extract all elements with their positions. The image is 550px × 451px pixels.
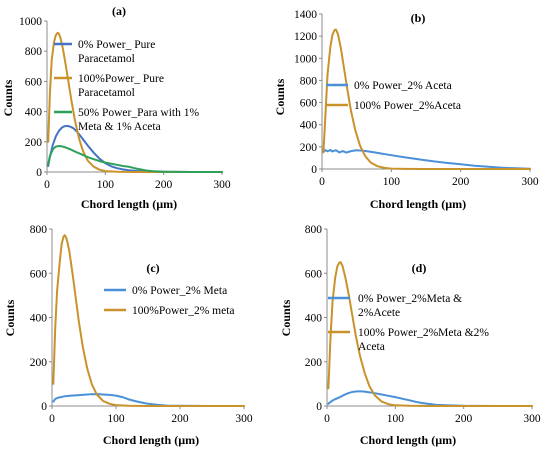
panel-c-x-tick-label: 100 (107, 413, 125, 425)
panel-c-y-tick-label: 600 (30, 268, 48, 280)
panel-d-y-tick-label: 400 (305, 313, 323, 325)
panel-c-label: (c) (146, 261, 159, 275)
panel-a-x-tick-label: 300 (213, 179, 231, 191)
panel-a-series-3-line (47, 145, 223, 173)
panel-b-y-tick-label: 0 (311, 164, 317, 176)
panel-d-legend-entry-1: 0% Power_2%Meta & (358, 293, 462, 305)
panel-c-y-tick-label: 400 (30, 313, 48, 325)
panel-a-y-tick-label: 800 (25, 46, 43, 58)
panel-a-series-2-line (47, 31, 223, 173)
panel-c-x-tick-label: 200 (171, 413, 189, 425)
panel-b-y-tick-label: 1000 (294, 53, 317, 65)
panel-c-legend-entry-1: 0% Power_2% Meta (132, 285, 227, 297)
panel-b-x-tick-label: 300 (521, 176, 539, 188)
panel-d-legend-entry-1: 2%Acete (358, 307, 400, 319)
panel-b-label: (b) (411, 11, 426, 25)
panel-b-legend-entry-2: 100% Power_2%Aceta (354, 100, 461, 112)
panel-b-y-tick-label: 600 (300, 98, 318, 110)
panel-a-y-tick-label: 600 (25, 76, 43, 88)
panel-b-series-1-line (322, 149, 531, 170)
panel-d-series-1-line (327, 390, 533, 407)
panel-c-legend-entry-2: 100%Power_2% meta (132, 305, 235, 317)
panel-d-y-axis-title: Counts (279, 299, 293, 336)
panel-a-y-tick-label: 400 (25, 107, 43, 119)
panel-a-x-axis-title: Chord length (µm) (81, 197, 177, 211)
panel-c-series-2-line (52, 234, 245, 407)
panel-d-x-tick-label: 100 (387, 413, 405, 425)
panel-b-x-tick-label: 100 (383, 176, 401, 188)
panel-a-label: (a) (112, 4, 126, 18)
panel-a-legend-entry-3: 50% Power_Para with 1% (78, 107, 199, 119)
panel-b-y-tick-label: 800 (300, 75, 318, 87)
panel-d-x-tick-label: 200 (455, 413, 473, 425)
panel-b-legend-entry-1: 0% Power_2% Aceta (354, 80, 452, 92)
panel-c-y-axis-title: Counts (3, 299, 17, 336)
panel-d-label: (d) (412, 261, 427, 275)
panel-d-y-tick-label: 800 (305, 224, 323, 236)
panel-c-y-tick-label: 800 (30, 224, 48, 236)
panel-c-x-tick-label: 300 (235, 413, 253, 425)
panel-d-legend-entry-2: Aceta (358, 341, 385, 353)
panel-a-legend-entry-1: Paracetamol (78, 53, 135, 65)
panel-a-y-tick-label: 1000 (19, 16, 42, 28)
panel-a-y-tick-label: 0 (36, 167, 42, 179)
panel-a-legend-entry-3: Meta & 1% Aceta (78, 121, 161, 133)
panel-a-x-tick-label: 100 (97, 179, 115, 191)
panel-d-legend-entry-2: 100% Power_2%Meta &2% (358, 327, 489, 339)
panel-b-x-axis-title: Chord length (µm) (370, 197, 466, 211)
panel-a-legend-entry-2: Paracetamol (78, 87, 135, 99)
panel-b-x-tick-label: 200 (452, 176, 470, 188)
panel-c-y-tick-label: 200 (30, 357, 48, 369)
panel-b-y-tick-label: 1400 (294, 9, 317, 21)
panel-b-x-tick-label: 0 (319, 176, 325, 188)
panel-a-y-axis-title: Counts (1, 79, 15, 116)
panel-a-legend-entry-2: 100%Power_ Pure (78, 73, 164, 85)
panel-a-y-tick-label: 200 (25, 137, 43, 149)
panel-c-series-1-line (52, 393, 245, 407)
panel-d-y-tick-label: 600 (305, 268, 323, 280)
panel-c-x-tick-label: 0 (49, 413, 55, 425)
panel-a-x-tick-label: 200 (155, 179, 173, 191)
panel-c-y-tick-label: 0 (41, 401, 47, 413)
panel-b-y-tick-label: 400 (300, 120, 318, 132)
panel-d-series-2-line (327, 261, 533, 407)
panel-b-y-tick-label: 200 (300, 142, 318, 154)
panel-a-legend-entry-1: 0% Power_ Pure (78, 39, 155, 51)
panel-d-x-tick-label: 0 (324, 413, 330, 425)
panel-b-series-2-line (322, 28, 531, 170)
panel-d-x-tick-label: 300 (523, 413, 541, 425)
panel-d-x-axis-title: Chord length (µm) (360, 433, 456, 447)
panel-d-y-tick-label: 0 (316, 401, 322, 413)
panel-d-y-tick-label: 200 (305, 357, 323, 369)
panel-a-x-tick-label: 0 (44, 179, 50, 191)
panel-b-y-axis-title: Counts (273, 78, 287, 115)
panel-b-y-tick-label: 1200 (294, 31, 317, 43)
panel-c-x-axis-title: Chord length (µm) (103, 433, 199, 447)
